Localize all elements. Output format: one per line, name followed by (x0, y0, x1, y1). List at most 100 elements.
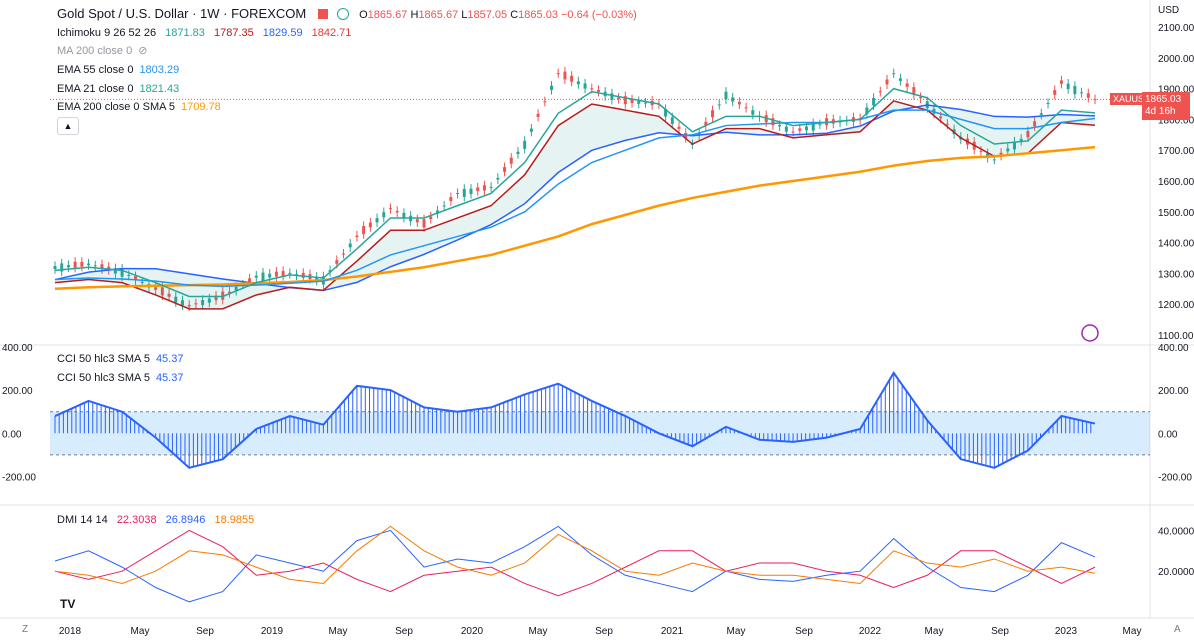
market-status-icon (337, 8, 350, 20)
time-tick-label: May (131, 626, 150, 637)
time-tick-label: Sep (991, 626, 1009, 637)
dmi-tick-label: 40.0000 (1158, 526, 1194, 537)
candle-body (462, 188, 466, 197)
candle-body (905, 83, 909, 87)
candle-body (670, 117, 674, 124)
candle-body (791, 131, 795, 133)
cci-tick-label-left: -200.00 (2, 472, 36, 483)
candle-body (476, 187, 480, 192)
candle-body (435, 210, 439, 214)
time-tick-label: 2021 (661, 626, 684, 637)
cci-tick-label-left: 200.00 (2, 386, 33, 397)
candle-body (711, 110, 715, 118)
candle-body (362, 226, 366, 235)
candle-body (274, 271, 278, 277)
candle-body (784, 126, 788, 132)
candle-body (1086, 93, 1090, 98)
candle-body (643, 102, 647, 104)
cci-tick-label-right: 400.00 (1158, 343, 1189, 354)
dmi-tick-label: 20.0000 (1158, 567, 1194, 578)
candle-body (1046, 102, 1050, 105)
candle-body (174, 296, 178, 303)
candle-body (892, 73, 896, 75)
candle-body (724, 91, 728, 100)
legend-ma200[interactable]: MA 200 close 0 ⊘ (57, 45, 148, 57)
dmi-minus-line (54, 529, 1096, 597)
candle-body (348, 243, 352, 248)
candle-body (375, 218, 379, 223)
time-tick-label: May (925, 626, 944, 637)
candle-body (744, 107, 748, 109)
candle-body (556, 73, 560, 75)
symbol-name[interactable]: Gold Spot / U.S. Dollar · 1W · FOREXCOM (57, 6, 307, 21)
symbol-title: Gold Spot / U.S. Dollar · 1W · FOREXCOM … (57, 6, 637, 21)
time-tick-label: May (727, 626, 746, 637)
legend-ema200[interactable]: EMA 200 close 0 SMA 5 1709.78 (57, 101, 221, 113)
legend-ichimoku[interactable]: Ichimoku 9 26 52 26 1871.83 1787.35 1829… (57, 27, 352, 39)
candle-body (992, 159, 996, 161)
candle-body (576, 81, 580, 85)
candle-body (623, 96, 627, 105)
candle-body (342, 253, 346, 255)
candle-body (187, 304, 191, 307)
candle-body (563, 71, 567, 80)
ema200-line (54, 145, 1096, 291)
price-tick-label: 1600.00 (1158, 177, 1194, 188)
candle-body (1059, 80, 1063, 84)
eye-hidden-icon[interactable]: ⊘ (138, 45, 148, 57)
legend-ema21[interactable]: EMA 21 close 0 1821.43 (57, 83, 180, 95)
price-tick-label: 1300.00 (1158, 269, 1194, 280)
candle-body (516, 151, 520, 155)
candle-body (529, 128, 533, 132)
candle-body (469, 188, 473, 195)
time-tick-label: 2022 (859, 626, 882, 637)
candle-body (93, 265, 97, 267)
candle-body (214, 295, 218, 301)
candle-body (355, 235, 359, 237)
candle-body (731, 97, 735, 102)
candle-body (167, 293, 171, 297)
candle-body (194, 303, 198, 305)
cci-tick-label-right: 0.00 (1158, 429, 1178, 440)
candle-body (818, 124, 822, 126)
candle-body (295, 274, 299, 276)
legend-dmi[interactable]: DMI 14 14 22.3038 26.8946 18.9855 (57, 514, 255, 526)
candle-body (751, 110, 755, 115)
time-tick-label: Sep (196, 626, 214, 637)
candle-body (315, 276, 319, 281)
cci-tick-label-right: -200.00 (1158, 472, 1192, 483)
cci-tick-label-right: 200.00 (1158, 386, 1189, 397)
candle-body (536, 113, 540, 117)
candle-body (798, 128, 802, 131)
time-tick-label: Sep (595, 626, 613, 637)
price-tick-label: 2100.00 (1158, 23, 1194, 34)
currency-label: USD (1158, 5, 1179, 16)
candle-body (1006, 148, 1010, 152)
candle-body (301, 272, 305, 278)
candle-body (610, 93, 614, 100)
candle-body (442, 205, 446, 207)
flag-icon[interactable] (317, 9, 328, 19)
candle-body (637, 101, 641, 104)
candle-body (1073, 85, 1077, 95)
auto-scale-button[interactable]: A (1174, 624, 1181, 635)
candle-body (66, 265, 70, 268)
candle-body (1026, 131, 1030, 138)
legend-ema55[interactable]: EMA 55 close 0 1803.29 (57, 64, 180, 76)
price-tick-label: 1200.00 (1158, 300, 1194, 311)
candle-body (127, 274, 131, 276)
price-tick-label: 1500.00 (1158, 208, 1194, 219)
legend-cci-1[interactable]: CCI 50 hlc3 SMA 5 45.37 (57, 353, 184, 365)
candle-body (570, 75, 574, 82)
zoom-reset-button[interactable]: Z (22, 624, 29, 635)
candle-body (288, 272, 292, 275)
candle-body (402, 212, 406, 218)
candle-body (664, 109, 668, 117)
cci-tick-label-left: 400.00 (2, 343, 33, 354)
candle-body (771, 118, 775, 126)
cci-tick-label-left: 0.00 (2, 429, 22, 440)
time-tick-label: May (329, 626, 348, 637)
collapse-legend-button[interactable]: ▲ (57, 117, 79, 135)
legend-cci-2[interactable]: CCI 50 hlc3 SMA 5 45.37 (57, 372, 184, 384)
